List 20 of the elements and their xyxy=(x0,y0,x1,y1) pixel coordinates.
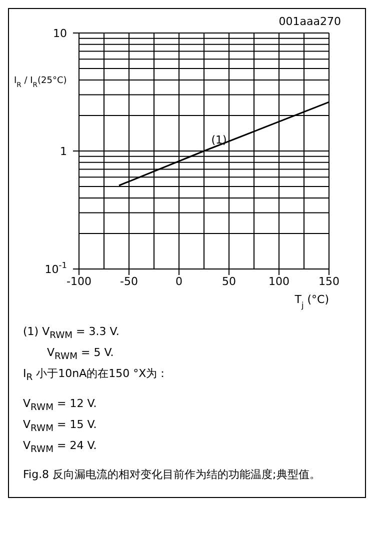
x-tick-label: 0 xyxy=(176,274,182,288)
text: V$_{RWM}$ = 12 V. xyxy=(23,396,98,415)
x-tick-label: 150 xyxy=(318,274,340,288)
y-axis-title: I$_{R}$ / I$_{R}$(25°C) xyxy=(14,76,67,89)
text: 001aaa270 xyxy=(278,15,341,28)
y-tick-label: 10$^{-1}$ xyxy=(44,260,67,276)
x-axis-title: T$_{j}$ (°C) xyxy=(294,293,329,310)
annotation: (1) xyxy=(211,133,227,146)
text: V$_{RWM}$ = 24 V. xyxy=(23,438,98,458)
caption: Fig.8 反向漏电流的相对变化目前作为结的功能温度;典型值。 xyxy=(23,467,322,484)
text: (1) V$_{RWM}$ = 3.3 V. xyxy=(23,324,120,344)
text: I$_{R}$ 小于10nA的在150 °X为： xyxy=(23,366,170,386)
x-tick-label: -100 xyxy=(66,274,92,288)
text: V$_{RWM}$ = 15 V. xyxy=(23,416,98,436)
text: V$_{RWM}$ = 5 V. xyxy=(46,345,115,364)
x-tick-label: -50 xyxy=(120,274,138,288)
y-tick-label: 1 xyxy=(60,145,67,158)
x-tick-label: 50 xyxy=(222,274,236,288)
y-tick-label: 10 xyxy=(53,27,67,40)
x-tick-label: 100 xyxy=(268,274,290,288)
